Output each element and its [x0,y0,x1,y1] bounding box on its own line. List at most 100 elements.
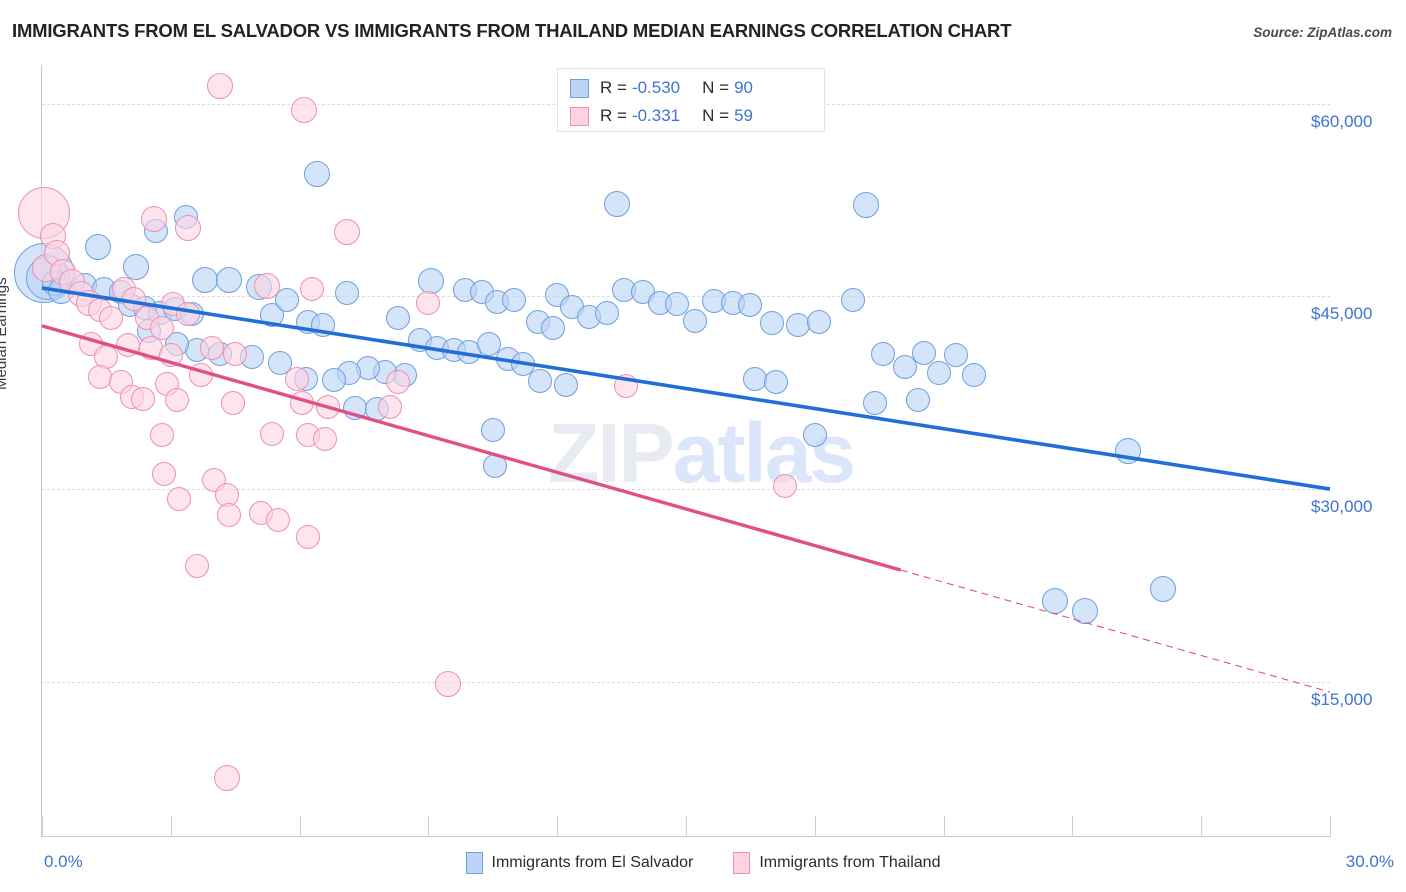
scatter-point [871,342,896,367]
scatter-point [300,276,325,301]
scatter-point [207,72,234,99]
y-axis-tick-label: $30,000 [1311,497,1373,517]
scatter-point [553,372,578,397]
scatter-point [98,306,123,331]
scatter-point [417,267,444,294]
page-title: IMMIGRANTS FROM EL SALVADOR VS IMMIGRANT… [12,20,1012,41]
scatter-point [303,161,330,188]
scatter-point [905,388,930,413]
scatter-point [594,301,619,325]
scatter-point [764,370,789,395]
scatter-point [682,308,707,333]
scatter-point [158,343,183,368]
series-legend: Immigrants from El Salvador Immigrants f… [0,852,1406,874]
scatter-point [343,396,368,421]
legend-item-thailand[interactable]: Immigrants from Thailand [733,852,940,874]
scatter-point [841,288,866,313]
scatter-point [130,387,155,412]
scatter-point [192,266,219,293]
scatter-point [738,292,763,317]
scatter-point [540,316,565,341]
scatter-point [184,554,209,579]
scatter-point [604,190,631,217]
watermark-atlas: atlas [672,406,856,500]
zipatlas-watermark: ZIPatlas [548,405,856,502]
scatter-point [482,453,507,478]
stats-row-thailand: R = -0.331 N = 59 [570,102,812,130]
scatter-point [386,305,411,330]
legend-color-box-thailand-icon [733,852,751,874]
n-value-2: 59 [734,106,753,125]
scatter-point [528,369,553,394]
scatter-point [289,390,314,415]
scatter-point [152,461,177,486]
scatter-point [87,365,112,390]
x-axis-tick [428,816,430,836]
x-axis-tick [1330,816,1331,836]
x-axis-max-label: 30.0% [1345,852,1394,871]
scatter-point [266,507,291,532]
legend-label-el-salvador: Immigrants from El Salvador [491,854,694,871]
scatter-point [215,267,242,294]
r-label-2: R = [600,106,627,125]
r-label-1: R = [600,78,627,97]
n-label-1: N = [702,78,730,97]
scatter-point [140,206,167,233]
scatter-point [772,474,797,499]
x-axis-min-label: 0.0% [44,852,83,871]
scatter-point [296,524,321,549]
scatter-point [290,96,317,123]
x-axis-tick [1201,816,1203,836]
scatter-point [313,426,338,451]
y-axis-line [41,65,42,836]
scatter-point [150,423,175,448]
scatter-point [862,390,887,415]
scatter-point [259,421,284,446]
scatter-point [167,487,192,512]
source-attribution: Source: ZipAtlas.com [1253,25,1392,40]
scatter-point [1115,437,1142,464]
correlation-stats-box: R = -0.530 N = 90 R = -0.331 N = 59 [557,68,825,132]
scatter-point [912,340,937,365]
scatter-point [321,367,346,392]
scatter-point [480,417,505,442]
scatter-point [434,671,461,698]
scatter-point [927,361,952,386]
x-axis-line [41,836,1331,837]
scatter-point [1149,576,1176,603]
legend-item-el-salvador[interactable]: Immigrants from El Salvador [465,852,694,874]
x-axis-tick [943,816,945,836]
y-axis-title: Median Earnings [0,277,10,390]
scatter-point [759,311,784,336]
r-value-1: -0.530 [631,78,681,97]
scatter-point [416,290,441,315]
scatter-point [213,765,240,792]
scatter-point [802,423,827,448]
scatter-point [165,388,190,413]
scatter-point [807,310,832,334]
scatter-point [123,253,150,280]
scatter-point [188,362,213,387]
gridline [42,681,1330,683]
legend-swatch-thailand-icon [570,106,589,126]
scatter-point [333,219,360,246]
x-axis-tick [814,816,816,836]
legend-swatch-el-salvador-icon [570,78,589,98]
scatter-point [386,370,411,395]
x-axis-tick [686,816,687,836]
scatter-point [311,312,336,337]
scatter-point [785,312,810,337]
legend-label-thailand: Immigrants from Thailand [759,854,941,871]
x-axis-tick [170,816,172,836]
scatter-point [613,374,638,399]
scatter-point [377,394,402,419]
scatter-point [502,288,527,313]
scatter-point [1042,587,1069,614]
stats-row-el-salvador: R = -0.530 N = 90 [570,74,812,102]
scatter-point [221,390,246,415]
scatter-point [944,343,969,368]
scatter-point [285,366,310,391]
scatter-point [334,281,359,306]
